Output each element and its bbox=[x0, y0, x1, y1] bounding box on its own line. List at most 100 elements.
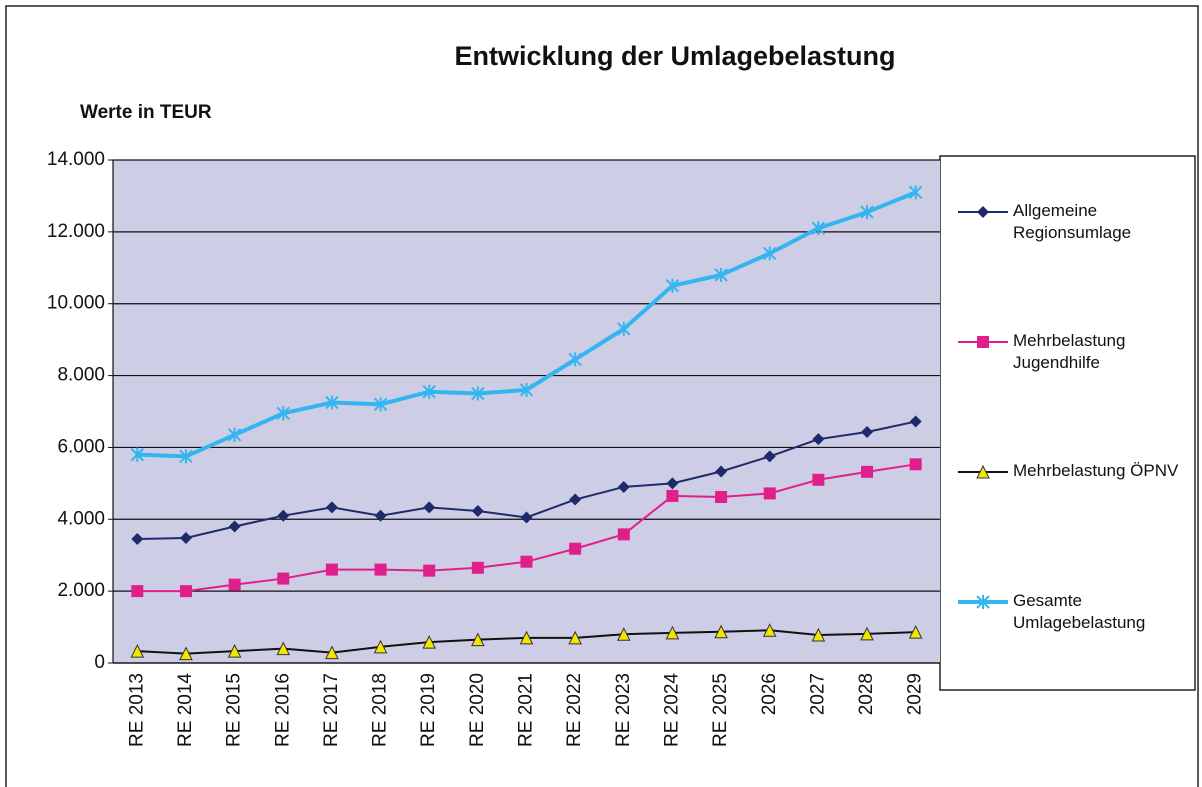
x-tick-label: RE 2014 bbox=[175, 673, 196, 747]
data-point bbox=[860, 205, 874, 220]
data-point bbox=[908, 624, 923, 639]
data-point bbox=[227, 644, 242, 658]
data-point bbox=[568, 352, 582, 367]
data-point bbox=[179, 531, 192, 544]
x-tick-label: RE 2024 bbox=[661, 673, 682, 747]
x-tick-label: RE 2020 bbox=[467, 673, 488, 747]
data-point bbox=[471, 561, 484, 574]
data-point bbox=[422, 635, 437, 649]
data-point bbox=[811, 627, 826, 642]
data-point bbox=[228, 578, 241, 591]
data-point bbox=[617, 528, 630, 541]
data-point bbox=[131, 585, 144, 598]
legend-label: Gesamte Umlagebelastung bbox=[1013, 591, 1146, 632]
data-point bbox=[715, 491, 728, 504]
y-tick-label: 6.000 bbox=[57, 436, 105, 457]
data-point bbox=[715, 465, 728, 478]
data-point bbox=[325, 645, 339, 660]
data-point bbox=[569, 493, 582, 506]
x-tick-label: 2027 bbox=[807, 673, 828, 715]
legend-marker bbox=[976, 595, 990, 609]
y-tick-label: 12.000 bbox=[47, 221, 105, 242]
data-point bbox=[617, 321, 631, 336]
data-point bbox=[569, 542, 582, 555]
x-tick-label: RE 2017 bbox=[321, 673, 342, 747]
x-tick-label: RE 2025 bbox=[710, 673, 731, 747]
data-point bbox=[861, 465, 874, 478]
data-point bbox=[811, 221, 826, 236]
data-point bbox=[276, 641, 291, 656]
legend-marker bbox=[977, 206, 989, 218]
data-point bbox=[665, 278, 680, 293]
data-point bbox=[617, 480, 630, 493]
data-point bbox=[812, 433, 825, 446]
y-tick-label: 2.000 bbox=[57, 580, 105, 601]
data-point bbox=[471, 386, 485, 401]
data-point bbox=[763, 246, 777, 261]
x-tick-label: RE 2021 bbox=[516, 673, 537, 747]
data-point bbox=[860, 626, 874, 641]
x-tick-label: 2026 bbox=[759, 673, 780, 715]
data-point bbox=[714, 267, 728, 282]
data-point bbox=[519, 630, 534, 645]
data-point bbox=[130, 447, 145, 462]
x-tick-label: 2029 bbox=[905, 673, 926, 715]
data-point bbox=[373, 639, 388, 654]
legend-marker bbox=[976, 464, 990, 479]
data-point bbox=[762, 623, 777, 637]
y-tick-label: 4.000 bbox=[57, 508, 105, 529]
chart-title: Entwicklung der Umlagebelastung bbox=[454, 41, 895, 71]
data-point bbox=[616, 627, 631, 641]
data-point bbox=[131, 533, 144, 546]
data-point bbox=[325, 563, 338, 576]
data-point bbox=[714, 624, 728, 639]
data-point bbox=[277, 509, 290, 522]
data-point bbox=[374, 563, 387, 576]
data-point bbox=[471, 505, 484, 518]
data-point bbox=[422, 384, 436, 399]
x-tick-label: 2028 bbox=[856, 673, 877, 715]
data-point bbox=[909, 415, 922, 428]
data-point bbox=[520, 555, 533, 568]
x-tick-label: RE 2018 bbox=[370, 673, 391, 747]
y-tick-label: 8.000 bbox=[57, 365, 105, 386]
data-point bbox=[861, 425, 874, 438]
data-point bbox=[228, 520, 241, 533]
data-point bbox=[568, 630, 582, 645]
data-point bbox=[179, 449, 193, 464]
data-point bbox=[665, 625, 680, 640]
x-tick-label: RE 2023 bbox=[613, 673, 634, 747]
data-point bbox=[520, 511, 533, 524]
x-tick-label: RE 2016 bbox=[272, 673, 293, 747]
data-point bbox=[812, 473, 825, 486]
x-tick-label: RE 2015 bbox=[224, 673, 245, 747]
x-tick-label: RE 2013 bbox=[126, 673, 147, 747]
data-point bbox=[763, 487, 776, 500]
data-point bbox=[179, 646, 193, 661]
legend-marker bbox=[977, 336, 989, 348]
data-point bbox=[423, 501, 436, 514]
data-point bbox=[908, 185, 923, 200]
data-point bbox=[130, 644, 145, 658]
data-point bbox=[423, 564, 436, 577]
legend-label: Allgemeine Regionsumlage bbox=[1013, 201, 1132, 242]
plot-area bbox=[113, 160, 940, 663]
data-point bbox=[666, 489, 679, 502]
data-point bbox=[471, 632, 485, 647]
data-point bbox=[373, 397, 388, 412]
data-point bbox=[277, 572, 290, 585]
data-point bbox=[666, 477, 679, 490]
legend-label: Mehrbelastung ÖPNV bbox=[1013, 461, 1179, 480]
data-point bbox=[276, 406, 290, 421]
legend-label: Mehrbelastung Jugendhilfe bbox=[1013, 331, 1126, 372]
data-point bbox=[909, 458, 922, 471]
subtitle: Werte in TEUR bbox=[80, 102, 212, 123]
y-tick-label: 0 bbox=[94, 652, 105, 673]
y-tick-label: 14.000 bbox=[47, 149, 105, 170]
data-point bbox=[519, 382, 534, 397]
x-tick-label: RE 2019 bbox=[418, 673, 439, 747]
data-point bbox=[325, 501, 338, 514]
data-point bbox=[325, 395, 339, 410]
